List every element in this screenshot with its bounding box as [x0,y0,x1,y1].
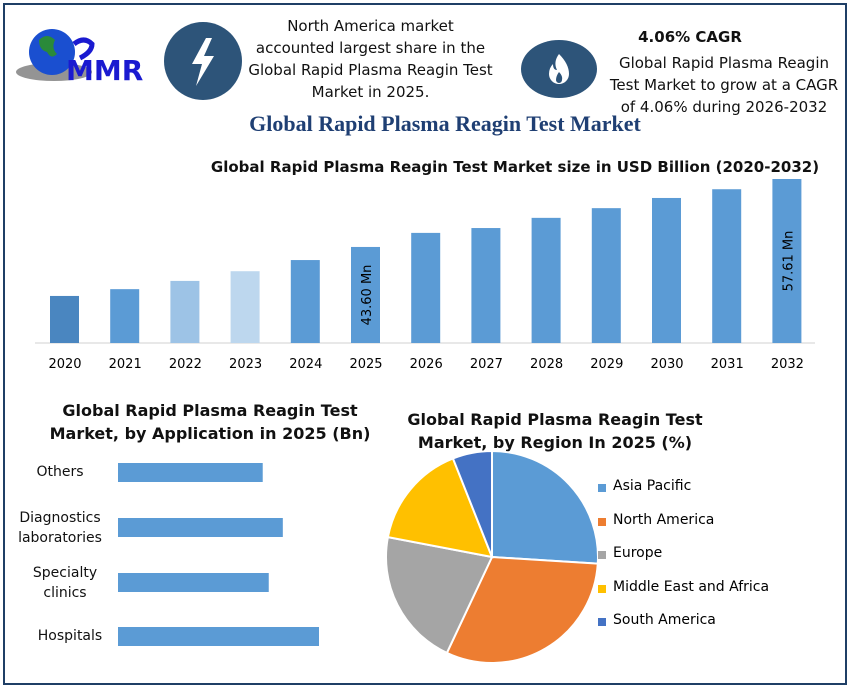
slice-north-america [445,555,599,664]
info-right: Global Rapid Plasma Reagin Test Market t… [609,54,839,116]
tick-label-2023: 2023 [229,357,262,372]
tick-label-2032: 2032 [771,357,804,372]
tick-label-2021: 2021 [109,357,142,372]
bar-Hospitals [118,627,319,646]
application-chart-title: Global Rapid Plasma Reagin Test Market, … [49,401,371,443]
tick-label-2025: 2025 [349,357,382,372]
data-label-2032: 57.61 Mn [781,231,796,292]
legend-item: Asia Pacific [598,478,769,512]
bar-2025 [351,246,380,343]
legend-item: North America [598,512,769,546]
cagr-title: 4.06% CAGR [638,28,742,46]
bar-2021 [110,289,140,343]
bar-2029 [591,208,621,343]
bar-2026 [411,232,441,343]
mmr-logo: MMR [14,22,159,87]
legend-item: South America [598,612,769,646]
bar-2022 [170,280,200,343]
tick-label-2031: 2031 [711,357,744,372]
app-label-1: Diagnostics laboratories [18,510,102,546]
tick-label-2026: 2026 [410,357,443,372]
tick-label-2020: 2020 [48,357,81,372]
legend-item: Middle East and Africa [598,579,769,613]
slice-middle-east-and-africa [386,457,494,559]
application-bar-chart [118,463,319,646]
tick-label-2028: 2028 [530,357,563,372]
bar-Others [118,463,263,482]
main-title: Global Rapid Plasma Reagin Test Market [249,111,641,136]
app-label-3: Hospitals [37,628,103,644]
bar-2031 [712,189,742,343]
region-chart-title: Global Rapid Plasma Reagin Test Market, … [407,410,703,452]
app-label-2: Specialty clinics [32,565,98,601]
market-size-bar-chart: 2020 2021 2022 2023 2024 2025 43.60 Mn 2026 2027… [35,179,815,372]
tick-label-2027: 2027 [470,357,503,372]
data-label-2025: 43.60 Mn [360,265,375,326]
pie-legend: Asia Pacific North America Europe Middle… [598,478,769,646]
logo-text: MMR [66,54,143,87]
tick-label-2029: 2029 [590,357,623,372]
bar-2028 [531,217,561,343]
bar-Diagnostics laboratories [118,518,283,537]
bar-2032 [772,179,802,343]
bar-2020 [50,295,79,343]
bar-Specialty clinics [118,573,269,592]
slice-south-america [451,449,493,558]
legend-item: Europe [598,545,769,579]
tick-label-2022: 2022 [169,357,202,372]
region-pie-chart [385,449,599,664]
flame-icon [521,40,597,98]
bar-2024 [290,260,320,343]
bar-2027 [471,228,501,343]
tick-label-2024: 2024 [289,357,322,372]
bar-2023 [230,271,260,343]
frame [3,3,847,685]
lightning-bolt-icon [164,22,242,100]
tick-label-2030: 2030 [650,357,683,372]
app-label-0: Others [36,464,84,480]
slice-asia-pacific [491,449,599,565]
info-left: North America market accounted largest s… [248,17,493,101]
bar-2030 [652,197,681,343]
slice-europe [385,535,494,655]
bar-chart-title: Global Rapid Plasma Reagin Test Market s… [210,158,820,176]
